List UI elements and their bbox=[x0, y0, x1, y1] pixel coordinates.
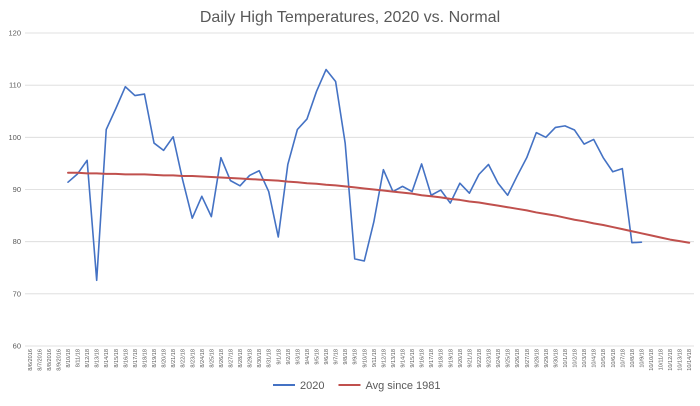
x-tick-label: 9/30/18 bbox=[553, 349, 559, 368]
x-tick-label: 8/13/18 bbox=[95, 349, 101, 368]
x-tick-label: 10/2/18 bbox=[573, 349, 579, 368]
x-tick-label: 9/18/18 bbox=[439, 349, 445, 368]
x-tick-label: 8/10/18 bbox=[66, 349, 72, 368]
x-tick-label: 9/4/18 bbox=[305, 349, 311, 365]
x-tick-label: 8/21/18 bbox=[171, 349, 177, 368]
y-tick-label: 110 bbox=[9, 81, 21, 90]
y-tick-label: 90 bbox=[13, 185, 21, 194]
y-tick-label: 100 bbox=[8, 133, 21, 142]
x-tick-label: 8/25/18 bbox=[209, 349, 215, 368]
x-tick-label: 8/9/2016 bbox=[56, 349, 62, 371]
x-tick-label: 10/9/18 bbox=[639, 349, 645, 368]
x-tick-label: 8/17/18 bbox=[133, 349, 139, 368]
y-tick-label: 60 bbox=[13, 342, 21, 351]
x-tick-label: 9/8/18 bbox=[343, 349, 349, 365]
x-tick-label: 9/20/18 bbox=[458, 349, 464, 368]
x-tick-label: 9/7/18 bbox=[334, 349, 340, 365]
x-tick-label: 8/30/18 bbox=[257, 349, 263, 368]
x-tick-label: 9/16/18 bbox=[420, 349, 426, 368]
x-tick-label: 9/13/18 bbox=[391, 349, 397, 368]
y-tick-label: 120 bbox=[8, 29, 21, 38]
x-tick-label: 9/2/18 bbox=[286, 349, 292, 365]
x-tick-label: 9/15/18 bbox=[410, 349, 416, 368]
x-tick-label: 9/26/18 bbox=[515, 349, 521, 368]
x-tick-label: 8/16/18 bbox=[123, 349, 129, 368]
x-tick-label: 9/9/18 bbox=[353, 349, 359, 365]
x-tick-label: 9/22/18 bbox=[477, 349, 483, 368]
x-tick-label: 8/24/18 bbox=[200, 349, 206, 368]
y-tick-label: 70 bbox=[13, 289, 21, 298]
x-tick-label: 8/18/18 bbox=[142, 349, 148, 368]
series-lines bbox=[67, 68, 691, 282]
x-tick-label: 10/7/18 bbox=[620, 349, 626, 368]
x-tick-label: 9/23/18 bbox=[487, 349, 493, 368]
x-tick-label: 9/29/18 bbox=[544, 349, 550, 368]
x-tick-label: 10/4/18 bbox=[592, 349, 598, 368]
y-axis-tick-labels: 60 70 80 90 100 110 120 bbox=[8, 29, 21, 351]
legend: 2020 Avg since 1981 bbox=[273, 380, 441, 392]
x-tick-label: 10/3/18 bbox=[582, 349, 588, 368]
x-tick-label: 9/6/18 bbox=[324, 349, 330, 365]
x-tick-label: 8/11/18 bbox=[76, 349, 82, 367]
x-tick-label: 9/25/18 bbox=[506, 349, 512, 368]
x-tick-label: 9/12/18 bbox=[381, 349, 387, 368]
x-tick-label: 10/1/18 bbox=[563, 349, 569, 368]
x-tick-label: 8/8/2016 bbox=[47, 349, 53, 371]
x-axis-tick-labels: 8/6/2016 8/7/2016 8/8/2016 8/9/2016 8/10/18 8… bbox=[28, 349, 693, 371]
x-tick-label: 10/12/18 bbox=[668, 349, 674, 371]
x-tick-label: 9/14/18 bbox=[401, 349, 407, 368]
x-tick-label: 9/5/18 bbox=[314, 349, 320, 365]
x-tick-label: 8/23/18 bbox=[190, 349, 196, 368]
x-tick-label: 10/10/18 bbox=[649, 349, 655, 371]
x-tick-label: 9/27/18 bbox=[525, 349, 531, 368]
gridlines bbox=[25, 32, 694, 347]
series-line-1 bbox=[67, 171, 691, 244]
x-tick-label: 10/13/18 bbox=[678, 349, 684, 371]
x-tick-label: 8/12/18 bbox=[85, 349, 91, 368]
x-tick-label: 8/20/18 bbox=[162, 349, 168, 368]
x-tick-label: 9/24/18 bbox=[496, 349, 502, 368]
x-tick-label: 10/5/18 bbox=[601, 349, 607, 368]
x-tick-label: 8/29/18 bbox=[248, 349, 254, 368]
x-tick-label: 8/27/18 bbox=[228, 349, 234, 368]
chart-title: Daily High Temperatures, 2020 vs. Normal bbox=[200, 9, 500, 26]
x-tick-label: 9/17/18 bbox=[429, 349, 435, 368]
x-tick-label: 8/6/2016 bbox=[28, 349, 34, 371]
x-tick-label: 8/19/18 bbox=[152, 349, 158, 368]
series-line-0 bbox=[67, 68, 643, 282]
x-tick-label: 8/7/2016 bbox=[37, 349, 43, 371]
x-tick-label: 10/14/18 bbox=[687, 349, 693, 371]
x-tick-label: 9/19/18 bbox=[448, 349, 454, 368]
x-tick-label: 10/8/18 bbox=[630, 349, 636, 368]
x-tick-label: 9/11/18 bbox=[372, 349, 378, 367]
x-tick-label: 8/14/18 bbox=[104, 349, 110, 368]
x-tick-label: 9/10/18 bbox=[362, 349, 368, 368]
legend-label-0: 2020 bbox=[300, 380, 324, 392]
legend-label-1: Avg since 1981 bbox=[365, 380, 440, 392]
x-tick-label: 8/22/18 bbox=[181, 349, 187, 368]
x-tick-label: 10/11/18 bbox=[659, 349, 665, 370]
x-tick-label: 8/15/18 bbox=[114, 349, 120, 368]
x-tick-label: 9/28/18 bbox=[534, 349, 540, 368]
x-tick-label: 9/1/18 bbox=[276, 349, 282, 365]
y-tick-label: 80 bbox=[13, 237, 21, 246]
x-tick-label: 8/26/18 bbox=[219, 349, 225, 368]
x-tick-label: 8/31/18 bbox=[267, 349, 273, 368]
x-tick-label: 9/21/18 bbox=[467, 349, 473, 368]
x-tick-label: 10/6/18 bbox=[611, 349, 617, 368]
x-tick-label: 9/3/18 bbox=[295, 349, 301, 365]
x-tick-label: 8/28/18 bbox=[238, 349, 244, 368]
